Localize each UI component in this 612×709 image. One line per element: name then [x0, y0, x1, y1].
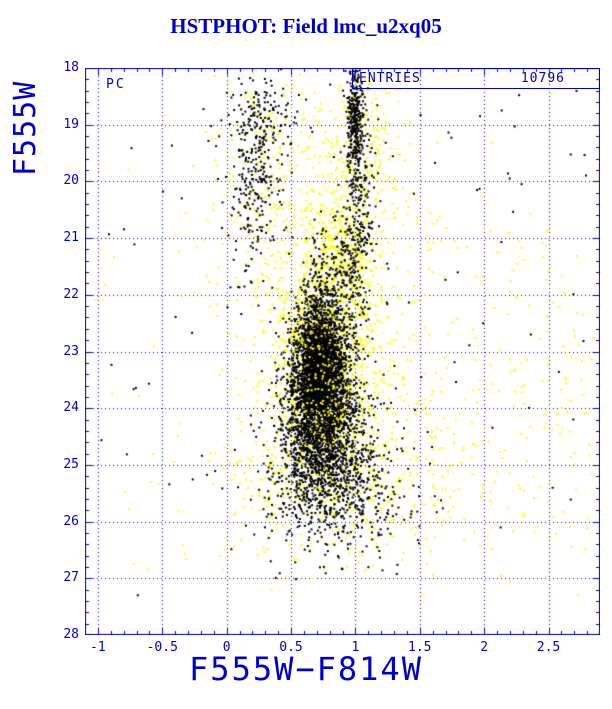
x-tick-label: 0.5 [279, 640, 303, 655]
y-tick-label: 27 [63, 570, 79, 586]
cmd-canvas [85, 68, 600, 635]
x-tick-label: 0 [222, 640, 231, 655]
y-tick-label: 20 [63, 173, 79, 189]
x-tick-label: -1 [90, 640, 106, 655]
y-tick-label: 26 [63, 513, 79, 529]
y-tick-label: 25 [63, 456, 79, 472]
y-tick-label: 23 [63, 343, 79, 359]
x-tick-label: 2.5 [536, 640, 561, 655]
y-axis-label: F555W [8, 80, 43, 176]
y-tick-label: 28 [63, 627, 79, 642]
y-tick-label: 22 [63, 286, 79, 302]
y-tick-label: 24 [63, 400, 79, 416]
entries-value: 10796 [520, 71, 565, 86]
entries-label: ENTRIES [359, 71, 421, 86]
y-tick-label: 18 [63, 60, 79, 75]
y-tick-label: 21 [63, 230, 79, 246]
y-tick-label: 19 [63, 116, 79, 132]
x-tick-label: 1.5 [408, 640, 432, 655]
x-tick-label: 1 [351, 640, 360, 655]
entries-box: ENTRIES 10796 [352, 68, 600, 89]
page-title: HSTPHOT: Field lmc_u2xq05 [170, 14, 442, 38]
x-tick-label: 2 [480, 640, 489, 655]
x-tick-label: -0.5 [146, 640, 178, 655]
x-axis-label: F555W−F814W [189, 650, 423, 688]
detector-label: PC [106, 77, 126, 92]
